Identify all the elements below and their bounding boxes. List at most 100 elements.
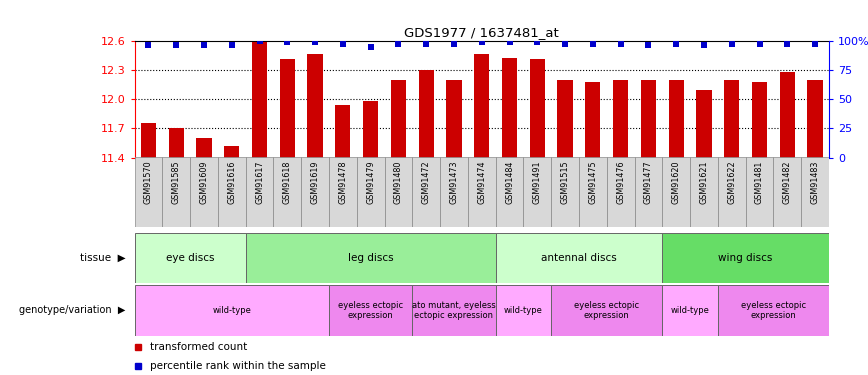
- Point: [558, 40, 572, 46]
- Bar: [557, 80, 573, 158]
- Text: GSM91616: GSM91616: [227, 160, 236, 204]
- Point: [225, 42, 239, 48]
- Bar: [523, 158, 551, 227]
- Bar: [529, 58, 545, 158]
- Bar: [718, 158, 746, 227]
- Bar: [662, 232, 829, 283]
- Point: [503, 39, 516, 45]
- Bar: [641, 80, 656, 158]
- Text: eyeless ectopic
expression: eyeless ectopic expression: [338, 301, 404, 320]
- Point: [725, 40, 739, 46]
- Bar: [357, 158, 385, 227]
- Bar: [724, 80, 740, 158]
- Bar: [391, 80, 406, 158]
- Point: [753, 40, 766, 46]
- Bar: [801, 158, 829, 227]
- Bar: [252, 42, 267, 158]
- Bar: [385, 158, 412, 227]
- Point: [641, 42, 655, 48]
- Text: GSM91609: GSM91609: [200, 160, 208, 204]
- Text: GSM91484: GSM91484: [505, 160, 514, 204]
- Text: GSM91620: GSM91620: [672, 160, 681, 204]
- Text: wild-type: wild-type: [213, 306, 251, 315]
- Point: [419, 40, 433, 46]
- Text: transformed count: transformed count: [150, 342, 247, 352]
- Bar: [779, 72, 795, 158]
- Text: GSM91491: GSM91491: [533, 160, 542, 204]
- Bar: [468, 158, 496, 227]
- Text: GSM91482: GSM91482: [783, 160, 792, 204]
- Text: GSM91621: GSM91621: [700, 160, 708, 204]
- Point: [475, 39, 489, 45]
- Bar: [329, 285, 412, 336]
- Point: [780, 40, 794, 46]
- Bar: [807, 80, 823, 158]
- Bar: [141, 123, 156, 158]
- Text: GSM91477: GSM91477: [644, 160, 653, 204]
- Text: GSM91481: GSM91481: [755, 160, 764, 204]
- Bar: [579, 158, 607, 227]
- Text: GSM91570: GSM91570: [144, 160, 153, 204]
- Point: [336, 40, 350, 46]
- Text: GSM91473: GSM91473: [450, 160, 458, 204]
- Bar: [273, 158, 301, 227]
- Text: GSM91474: GSM91474: [477, 160, 486, 204]
- Bar: [690, 158, 718, 227]
- Bar: [585, 82, 601, 158]
- Text: GSM91472: GSM91472: [422, 160, 431, 204]
- Bar: [662, 285, 718, 336]
- Bar: [752, 82, 767, 158]
- Point: [808, 40, 822, 46]
- Bar: [135, 285, 329, 336]
- Text: ato mutant, eyeless
ectopic expression: ato mutant, eyeless ectopic expression: [412, 301, 496, 320]
- Point: [308, 39, 322, 45]
- Point: [197, 42, 211, 48]
- Bar: [607, 158, 635, 227]
- Bar: [246, 158, 273, 227]
- Text: GSM91475: GSM91475: [589, 160, 597, 204]
- Point: [391, 40, 405, 46]
- Text: GSM91476: GSM91476: [616, 160, 625, 204]
- Point: [280, 39, 294, 45]
- Text: GSM91622: GSM91622: [727, 160, 736, 204]
- Point: [614, 40, 628, 46]
- Text: GSM91480: GSM91480: [394, 160, 403, 204]
- Text: GSM91515: GSM91515: [561, 160, 569, 204]
- Bar: [412, 285, 496, 336]
- Text: GSM91619: GSM91619: [311, 160, 319, 204]
- Bar: [746, 158, 773, 227]
- Text: eyeless ectopic
expression: eyeless ectopic expression: [574, 301, 640, 320]
- Bar: [279, 58, 295, 158]
- Bar: [718, 285, 829, 336]
- Point: [447, 40, 461, 46]
- Bar: [412, 158, 440, 227]
- Text: wing discs: wing discs: [719, 253, 773, 263]
- Bar: [446, 80, 462, 158]
- Bar: [301, 158, 329, 227]
- Bar: [474, 54, 490, 158]
- Bar: [668, 80, 684, 158]
- Bar: [418, 70, 434, 158]
- Bar: [363, 101, 378, 158]
- Bar: [190, 158, 218, 227]
- Bar: [502, 58, 517, 158]
- Bar: [635, 158, 662, 227]
- Bar: [440, 158, 468, 227]
- Bar: [224, 146, 240, 158]
- Text: eyeless ectopic
expression: eyeless ectopic expression: [740, 301, 806, 320]
- Text: GSM91479: GSM91479: [366, 160, 375, 204]
- Point: [169, 42, 183, 48]
- Text: tissue  ▶: tissue ▶: [80, 253, 126, 263]
- Text: GSM91483: GSM91483: [811, 160, 819, 204]
- Bar: [551, 158, 579, 227]
- Text: leg discs: leg discs: [348, 253, 393, 263]
- Bar: [196, 138, 212, 158]
- Text: wild-type: wild-type: [671, 306, 709, 315]
- Bar: [135, 158, 162, 227]
- Bar: [162, 158, 190, 227]
- Bar: [662, 158, 690, 227]
- Bar: [335, 105, 351, 158]
- Title: GDS1977 / 1637481_at: GDS1977 / 1637481_at: [404, 26, 559, 39]
- Text: GSM91617: GSM91617: [255, 160, 264, 204]
- Bar: [135, 232, 246, 283]
